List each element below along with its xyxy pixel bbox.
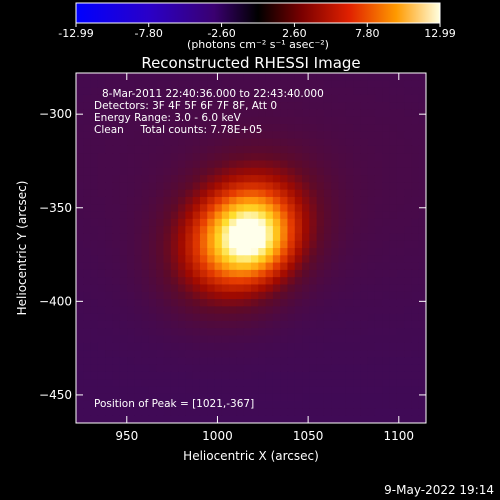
y-tick-label: −400 bbox=[39, 294, 72, 308]
footer-date: 9-May-2022 19:14 bbox=[384, 483, 494, 497]
image-plot-area: 950 1000 1050 1100 −300 −350 −400 −450 bbox=[39, 72, 427, 443]
peak-position-label: Position of Peak = [1021,-367] bbox=[94, 398, 254, 410]
colorbar-tick-label: 7.80 bbox=[355, 27, 380, 40]
x-tick-label: 1050 bbox=[293, 429, 324, 443]
y-tick-label: −350 bbox=[39, 201, 72, 215]
x-tick-label: 950 bbox=[115, 429, 138, 443]
heatmap bbox=[76, 73, 426, 423]
info-line: Detectors: 3F 4F 5F 6F 7F 8F, Att 0 bbox=[94, 100, 277, 112]
colorbar: -12.99 -7.80 -2.60 2.60 7.80 12.99 (photons c… bbox=[58, 2, 456, 51]
colorbar-ticks: -12.99 -7.80 -2.60 2.60 7.80 12.99 bbox=[58, 23, 456, 40]
colorbar-unit-label: (photons cm⁻² s⁻¹ asec⁻²) bbox=[187, 38, 329, 51]
colorbar-tick-label: -2.60 bbox=[207, 27, 235, 40]
y-tick-label: −300 bbox=[39, 107, 72, 121]
colorbar-tick-label: 12.99 bbox=[424, 27, 456, 40]
axis-ticks: 950 1000 1050 1100 −300 −350 −400 −450 bbox=[39, 73, 426, 443]
y-axis-label: Heliocentric Y (arcsec) bbox=[15, 181, 29, 316]
plot-title: Reconstructed RHESSI Image bbox=[141, 54, 360, 72]
info-line: 8-Mar-2011 22:40:36.000 to 22:43:40.000 bbox=[102, 88, 324, 100]
y-tick-label: −450 bbox=[39, 388, 72, 402]
colorbar-tick-label: 2.60 bbox=[282, 27, 307, 40]
plot-frame bbox=[75, 72, 427, 424]
colorbar-tick-label: -12.99 bbox=[58, 27, 93, 40]
colorbar-tick-label: -7.80 bbox=[134, 27, 162, 40]
info-line: Energy Range: 3.0 - 6.0 keV bbox=[94, 112, 242, 124]
colorbar-gradient bbox=[75, 2, 441, 24]
x-axis-label: Heliocentric X (arcsec) bbox=[183, 449, 319, 463]
x-tick-label: 1000 bbox=[202, 429, 233, 443]
info-line: Clean Total counts: 7.78E+05 bbox=[94, 124, 263, 136]
info-annotation: 8-Mar-2011 22:40:36.000 to 22:43:40.000D… bbox=[94, 88, 324, 136]
x-tick-label: 1100 bbox=[384, 429, 415, 443]
